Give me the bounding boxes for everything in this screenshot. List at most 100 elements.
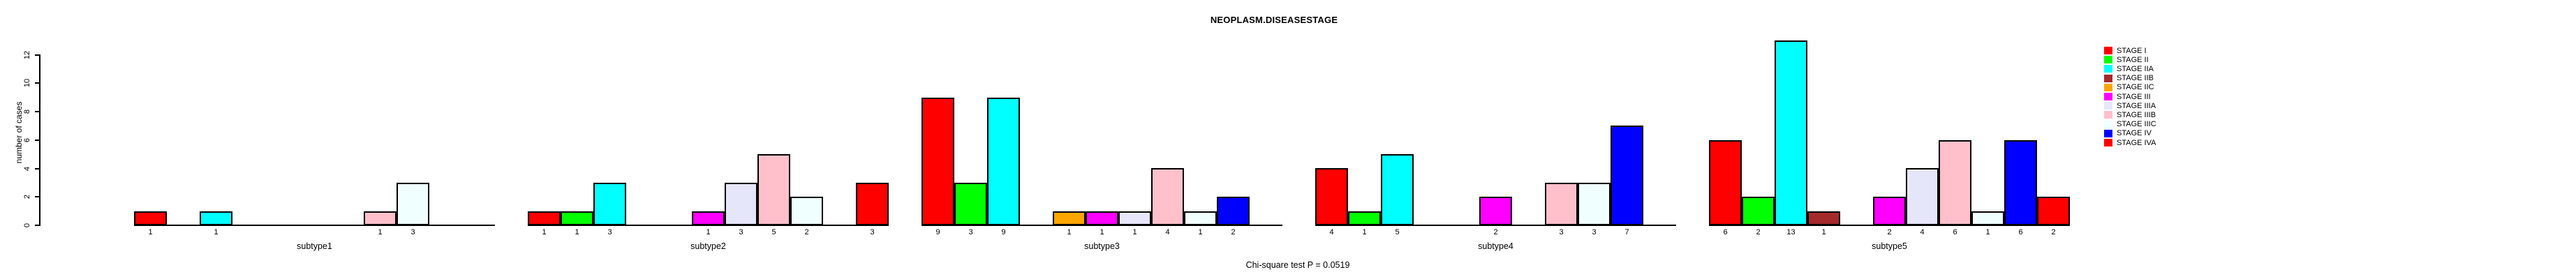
bar-value-label: 3 bbox=[739, 228, 743, 236]
bar-value-label: 1 bbox=[706, 228, 711, 236]
category-label: subtype4 bbox=[1478, 241, 1513, 251]
bar bbox=[692, 211, 725, 225]
bar-value-label: 6 bbox=[1953, 228, 1957, 236]
bar bbox=[757, 154, 790, 225]
legend-label: STAGE IIC bbox=[2117, 83, 2154, 92]
bar-value-label: 6 bbox=[2018, 228, 2023, 236]
bar bbox=[1807, 211, 1840, 225]
bar-value-label: 3 bbox=[870, 228, 875, 236]
bar bbox=[1971, 211, 2004, 225]
bar-value-label: 2 bbox=[1231, 228, 1236, 236]
legend-label: STAGE IV bbox=[2117, 129, 2152, 138]
y-tick bbox=[35, 54, 40, 56]
legend-label: STAGE IIIB bbox=[2117, 110, 2156, 119]
bar bbox=[528, 211, 561, 225]
bar-value-label: 7 bbox=[1624, 228, 1629, 236]
bar-value-label: 2 bbox=[1493, 228, 1498, 236]
bar-value-label: 1 bbox=[1100, 228, 1104, 236]
y-tick bbox=[35, 82, 40, 84]
bar bbox=[1709, 140, 1742, 225]
bar-value-label: 6 bbox=[1723, 228, 1728, 236]
category-label: subtype5 bbox=[1872, 241, 1907, 251]
bar-value-label: 1 bbox=[1067, 228, 1072, 236]
y-tick bbox=[35, 225, 40, 226]
bar bbox=[1348, 211, 1381, 225]
bar bbox=[1479, 197, 1512, 225]
bar-value-label: 1 bbox=[214, 228, 219, 236]
bar-value-label: 2 bbox=[1756, 228, 1761, 236]
bar bbox=[1578, 183, 1611, 225]
category-label: subtype2 bbox=[690, 241, 726, 251]
legend-swatch bbox=[2104, 139, 2112, 146]
legend-swatch bbox=[2104, 74, 2112, 82]
bar bbox=[1611, 126, 1643, 225]
bar-value-label: 9 bbox=[935, 228, 940, 236]
x-axis-line bbox=[1315, 225, 1676, 226]
legend-swatch bbox=[2104, 102, 2112, 110]
legend-label: STAGE IIIC bbox=[2117, 120, 2156, 129]
bar bbox=[1118, 211, 1151, 225]
y-tick bbox=[35, 111, 40, 112]
bar-value-label: 1 bbox=[1821, 228, 1826, 236]
bar-value-label: 2 bbox=[1887, 228, 1892, 236]
bar bbox=[725, 183, 757, 225]
bar-value-label: 1 bbox=[1132, 228, 1137, 236]
bar bbox=[790, 197, 823, 225]
bar bbox=[561, 211, 593, 225]
bar-value-label: 3 bbox=[607, 228, 612, 236]
y-tick bbox=[35, 167, 40, 169]
bar bbox=[397, 183, 429, 225]
bar bbox=[1053, 211, 1086, 225]
bar bbox=[1315, 168, 1348, 225]
bar-value-label: 1 bbox=[1198, 228, 1203, 236]
bar-value-label: 1 bbox=[148, 228, 153, 236]
bar-value-label: 2 bbox=[804, 228, 809, 236]
bar-value-label: 4 bbox=[1165, 228, 1170, 236]
bar-value-label: 1 bbox=[1362, 228, 1367, 236]
legend-label: STAGE IVA bbox=[2117, 138, 2156, 147]
bar bbox=[1939, 140, 1971, 225]
legend-label: STAGE I bbox=[2117, 46, 2147, 55]
legend-label: STAGE II bbox=[2117, 55, 2149, 64]
bar bbox=[1151, 168, 1184, 225]
category-label: subtype1 bbox=[297, 241, 332, 251]
bar-value-label: 5 bbox=[1395, 228, 1400, 236]
bar-value-label: 1 bbox=[378, 228, 383, 236]
bar-value-label: 2 bbox=[2051, 228, 2056, 236]
bar-value-label: 5 bbox=[771, 228, 776, 236]
bar bbox=[1873, 197, 1906, 225]
x-axis-line bbox=[528, 225, 889, 226]
bar bbox=[1775, 40, 1807, 225]
bar-value-label: 3 bbox=[968, 228, 973, 236]
bar-value-label: 1 bbox=[542, 228, 547, 236]
bar bbox=[593, 183, 626, 225]
legend-label: STAGE IIB bbox=[2117, 74, 2154, 83]
bar bbox=[1742, 197, 1775, 225]
bar bbox=[921, 98, 954, 225]
bar bbox=[2037, 197, 2070, 225]
bar bbox=[2004, 140, 2037, 225]
bar bbox=[1906, 168, 1939, 225]
bar bbox=[1217, 197, 1250, 225]
bar bbox=[856, 183, 889, 225]
bar-value-label: 3 bbox=[410, 228, 415, 236]
category-label: subtype3 bbox=[1084, 241, 1120, 251]
y-axis-line bbox=[39, 54, 40, 226]
legend-swatch bbox=[2104, 93, 2112, 100]
bar-value-label: 4 bbox=[1329, 228, 1334, 236]
legend-label: STAGE III bbox=[2117, 92, 2151, 101]
y-tick bbox=[35, 196, 40, 198]
legend-swatch bbox=[2104, 111, 2112, 119]
legend-label: STAGE IIIA bbox=[2117, 101, 2156, 110]
bar-value-label: 3 bbox=[1559, 228, 1564, 236]
bar bbox=[1086, 211, 1118, 225]
bar bbox=[1545, 183, 1578, 225]
bar-value-label: 4 bbox=[1920, 228, 1925, 236]
bar-value-label: 1 bbox=[575, 228, 579, 236]
bar-value-label: 13 bbox=[1786, 228, 1796, 236]
x-axis-line bbox=[134, 225, 495, 226]
legend-swatch bbox=[2104, 56, 2112, 64]
bar bbox=[987, 98, 1020, 225]
bar bbox=[364, 211, 397, 225]
